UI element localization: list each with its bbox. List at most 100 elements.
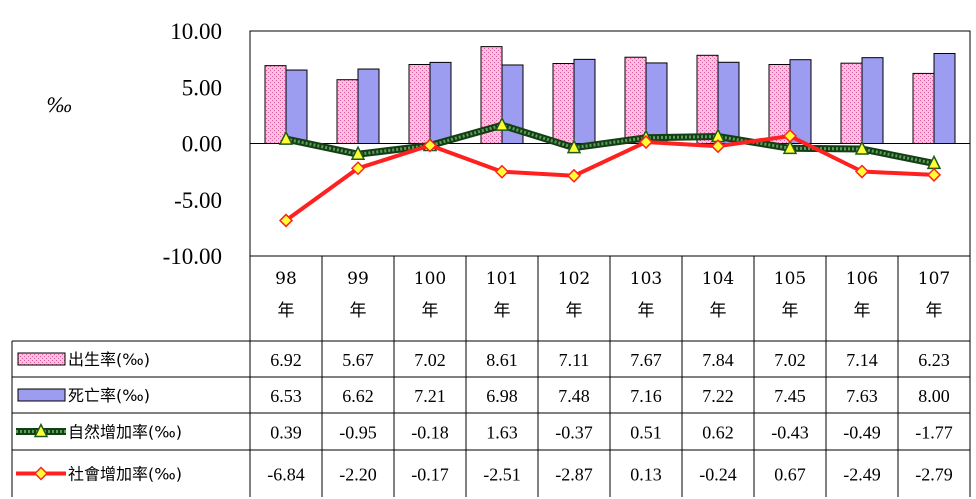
- category-label: 年: [926, 301, 943, 321]
- category-label: 101: [486, 269, 518, 289]
- table-cell: 1.63: [486, 423, 518, 443]
- category-label: 年: [494, 301, 511, 321]
- death-rate-bar: [573, 58, 596, 144]
- category-label: 年: [782, 301, 799, 321]
- death-rate-bar: [357, 68, 380, 144]
- social-increase-point: [350, 161, 366, 176]
- social-increase-point: [926, 167, 942, 182]
- table-cell: -2.87: [555, 465, 593, 485]
- natural-increase-legend-marker: [33, 422, 49, 438]
- table-cell: 7.45: [774, 386, 806, 406]
- birth-rate-bar: [768, 64, 791, 144]
- social-increase-point: [566, 168, 582, 183]
- social-increase-point: [782, 128, 798, 144]
- table-cell: -0.49: [843, 423, 881, 443]
- y-unit-label: ‰: [46, 93, 73, 117]
- table-cell: 5.67: [342, 350, 374, 370]
- table-cell: 6.98: [486, 386, 518, 406]
- table-cell: -0.18: [411, 423, 449, 443]
- birth-rate-bar: [552, 63, 575, 145]
- table-cell: 0.13: [630, 465, 662, 485]
- table-cell: 7.21: [414, 386, 446, 406]
- category-label: 98: [275, 269, 297, 289]
- birth-rate-legend-key: [17, 352, 66, 366]
- category-label: 104: [702, 269, 734, 289]
- table-cell: 7.02: [414, 350, 446, 370]
- category-label: 年: [566, 301, 583, 321]
- category-label: 99: [347, 269, 369, 289]
- birth-rate-bar: [696, 54, 719, 144]
- social-increase-point: [422, 138, 438, 153]
- category-label: 年: [710, 301, 727, 321]
- table-cell: 8.00: [918, 386, 950, 406]
- death-rate-bar: [429, 61, 452, 145]
- table-cell: -0.43: [771, 423, 809, 443]
- category-label: 年: [854, 301, 871, 321]
- table-cell: 6.62: [342, 386, 374, 406]
- table-cell: -0.37: [555, 423, 593, 443]
- death-rate-bar: [933, 53, 956, 144]
- table-cell: 7.02: [774, 350, 806, 370]
- death-rate-bar: [717, 61, 740, 144]
- table-cell: 8.61: [486, 350, 518, 370]
- birth-rate-bar: [408, 64, 431, 144]
- death-rate-bar: [285, 69, 308, 144]
- natural-increase-point: [854, 140, 870, 155]
- table-cell: 7.14: [846, 350, 878, 370]
- table-cell: -1.77: [915, 423, 953, 443]
- table-cell: 7.48: [558, 386, 590, 406]
- social-increase-line: [284, 134, 935, 223]
- natural-increase-point: [494, 116, 510, 131]
- death-rate-bar: [861, 57, 884, 144]
- table-cell: 7.22: [702, 386, 734, 406]
- y-tick-label: -5.00: [174, 188, 222, 213]
- table-cell: 7.84: [702, 350, 734, 370]
- natural-increase-point: [782, 139, 798, 155]
- death-rate-bar: [645, 62, 668, 145]
- table-cell: 7.16: [630, 386, 662, 406]
- y-tick-label: 10.00: [170, 19, 222, 44]
- natural-increase-line: [285, 123, 935, 165]
- table-cell: 6.92: [270, 350, 302, 370]
- social-increase-point: [638, 134, 654, 150]
- birth-rate-bar: [264, 65, 287, 144]
- table-cell: 7.67: [630, 350, 662, 370]
- birth-rate-bar: [624, 56, 647, 144]
- table-cell: 0.51: [630, 423, 662, 443]
- table-cell: -2.51: [483, 465, 521, 485]
- birth-rate-bar: [336, 79, 359, 144]
- category-label: 106: [846, 269, 878, 289]
- table-cell: -0.95: [339, 423, 377, 443]
- table-cell: 0.62: [702, 423, 734, 443]
- row-label: 死亡率(‰): [68, 386, 150, 405]
- table-cell: -6.84: [267, 465, 305, 485]
- natural-increase-point: [350, 145, 366, 160]
- y-tick-label: 0.00: [182, 132, 222, 157]
- table-cell: 6.23: [918, 350, 950, 370]
- category-label: 103: [630, 269, 662, 289]
- table-cell: -2.49: [843, 465, 881, 485]
- category-label: 100: [414, 269, 446, 289]
- social-increase-point: [710, 139, 726, 154]
- table-cell: 6.53: [270, 386, 302, 406]
- social-increase-legend-marker: [33, 466, 49, 481]
- table-cell: 7.63: [846, 386, 878, 406]
- category-label: 年: [422, 301, 439, 321]
- natural-increase-point: [566, 138, 582, 154]
- table-cell: -2.79: [915, 465, 953, 485]
- social-increase-point: [854, 164, 870, 179]
- birth-rate-bar: [912, 72, 935, 144]
- social-increase-point: [494, 164, 510, 179]
- table-cell: -0.17: [411, 465, 449, 485]
- table-cell: -2.20: [339, 465, 377, 485]
- table-cell: 7.11: [559, 350, 590, 370]
- category-label: 年: [350, 301, 367, 321]
- death-rate-legend-key: [17, 388, 66, 402]
- natural-increase-point: [278, 130, 294, 145]
- death-rate-bar: [789, 59, 812, 144]
- y-tick-label: 5.00: [182, 75, 222, 100]
- table-cell: 0.39: [270, 423, 302, 443]
- row-label: 自然增加率(‰): [68, 423, 182, 442]
- birth-rate-bar: [840, 62, 863, 144]
